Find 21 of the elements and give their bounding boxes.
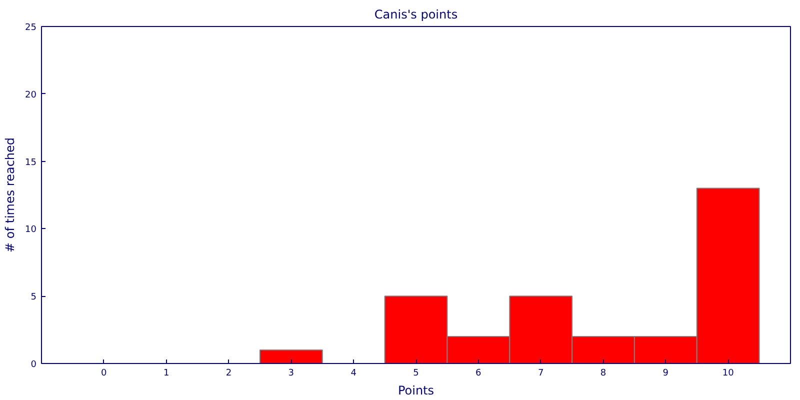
x-tick-label: 4: [350, 368, 357, 378]
x-tick-label: 10: [722, 368, 734, 378]
bar: [259, 350, 323, 364]
x-tick-label: 3: [288, 368, 294, 378]
x-tick-label: 2: [226, 368, 232, 378]
chart-title: Canis's points: [374, 8, 458, 22]
x-tick-label: 1: [163, 368, 170, 378]
x-tick-label: 8: [600, 368, 606, 378]
x-tick-label: 0: [101, 368, 108, 378]
y-tick-label: 15: [25, 158, 36, 168]
y-tick-label: 5: [30, 292, 37, 303]
x-tick-label: 7: [538, 368, 544, 378]
y-tick-label: 0: [30, 360, 37, 370]
x-tick-label: 5: [413, 368, 419, 378]
x-tick-label: 6: [476, 368, 482, 378]
y-axis-title: # of times reached: [3, 137, 18, 253]
y-tick-label: 20: [25, 90, 37, 100]
y-tick-label: 10: [25, 225, 37, 236]
y-tick-label: 25: [25, 23, 36, 33]
x-tick-label: 9: [662, 368, 669, 378]
x-axis-title: Points: [398, 384, 434, 398]
